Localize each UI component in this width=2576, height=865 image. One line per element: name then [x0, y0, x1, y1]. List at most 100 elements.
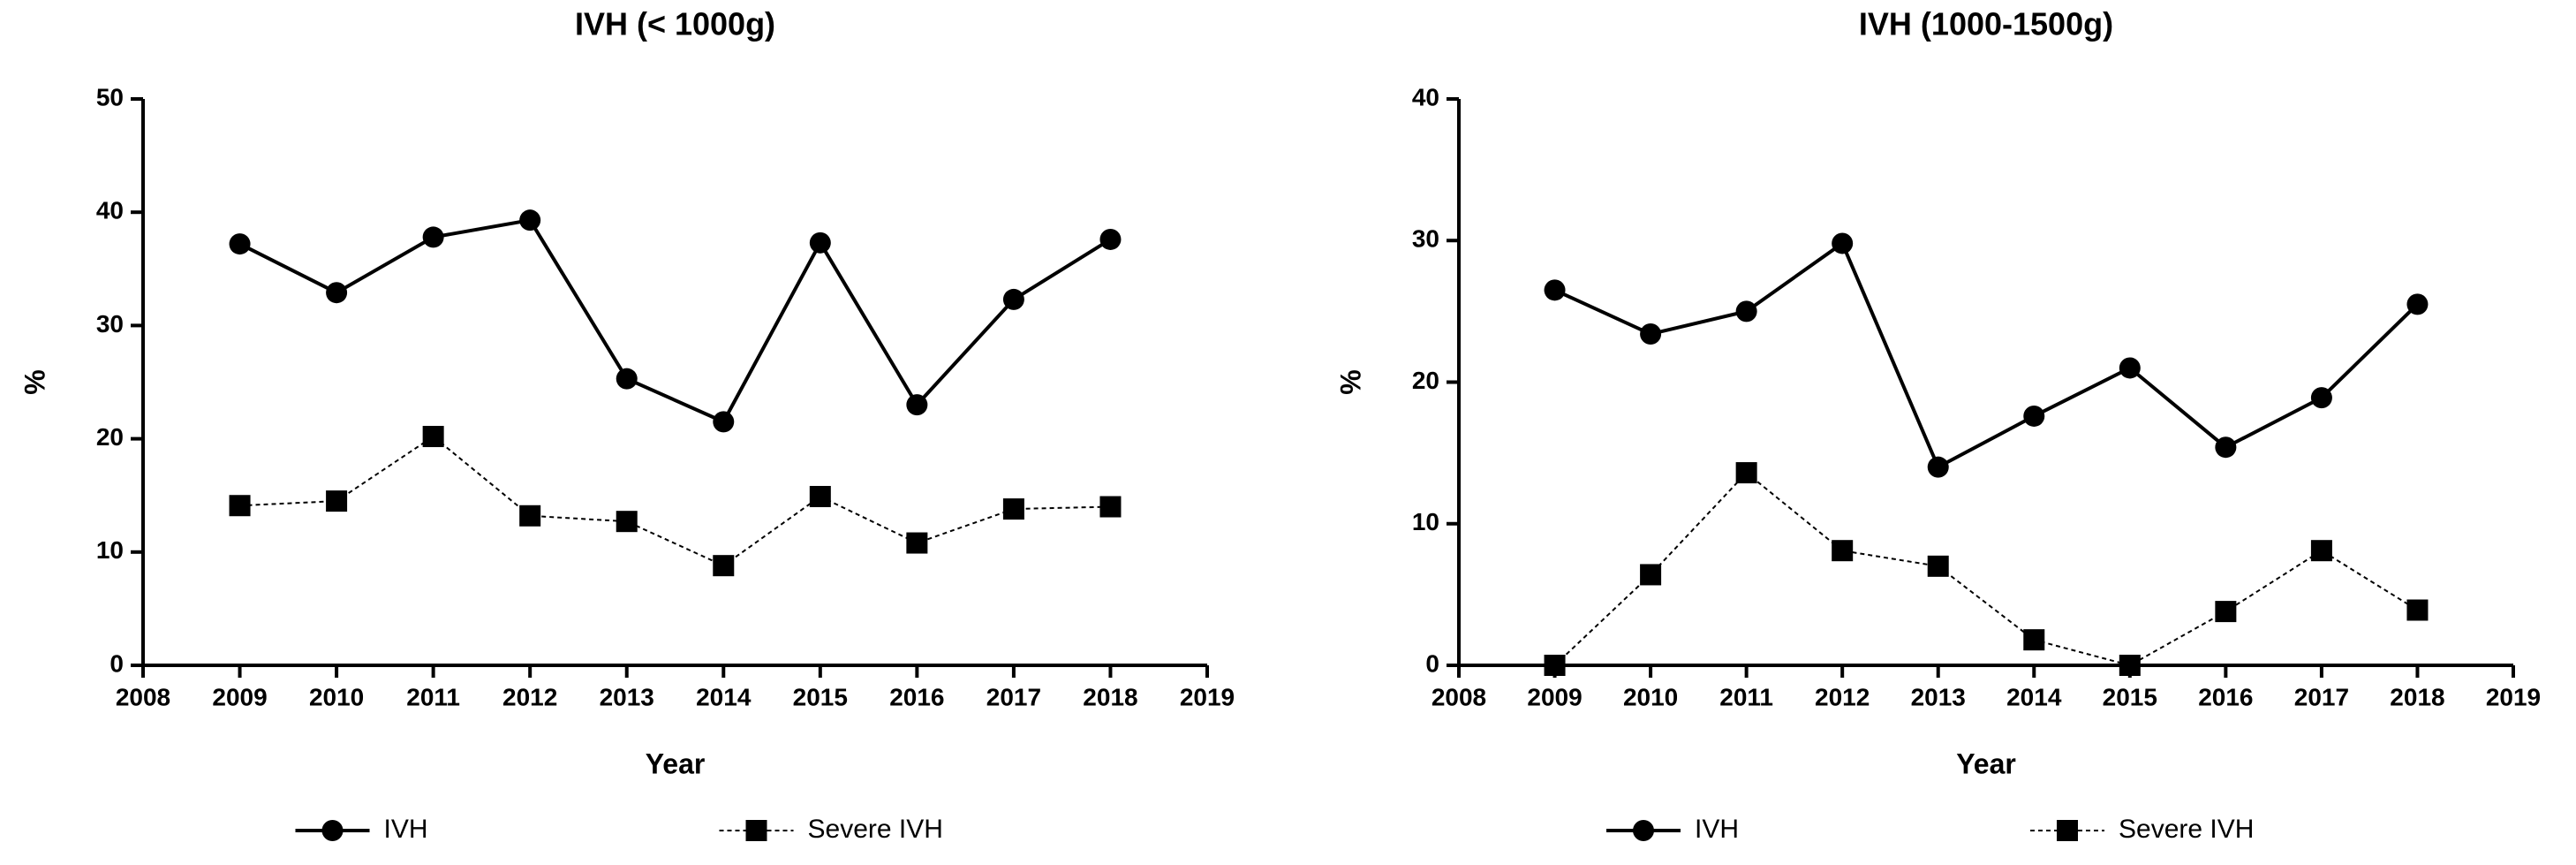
point [422, 226, 444, 248]
x-tick-label: 2017 [986, 683, 1041, 710]
point [2023, 405, 2045, 427]
legend-label: IVH [384, 815, 428, 844]
x-axis-label: Year [1956, 747, 2016, 779]
legend-marker [2057, 820, 2078, 841]
point [1099, 228, 1122, 250]
point [2119, 357, 2141, 379]
point [2406, 599, 2429, 621]
y-tick-label: 10 [1412, 508, 1439, 535]
x-tick-label: 2019 [2486, 683, 2541, 710]
point [809, 485, 831, 507]
series-line [238, 217, 1112, 424]
x-tick-label: 2014 [2006, 683, 2062, 710]
point [713, 555, 735, 577]
point [2406, 293, 2429, 315]
y-tick-label: 40 [96, 197, 124, 224]
point [1002, 288, 1024, 310]
legend-label: IVH [1695, 815, 1739, 844]
legend-item: IVH [1606, 815, 1739, 844]
x-tick-label: 2008 [1432, 683, 1486, 710]
point [616, 511, 638, 533]
y-tick-label: 10 [96, 536, 124, 564]
point [2023, 629, 2045, 651]
x-tick-label: 2015 [793, 683, 848, 710]
legend-item: Severe IVH [719, 815, 943, 844]
point [1735, 300, 1757, 322]
chart: IVH (< 1000g) Year% 0 10 20 30 40 50 2008 2009 201… [19, 6, 1235, 844]
y-tick-label: 0 [110, 649, 124, 677]
y-tick-label: 50 [96, 83, 124, 110]
x-tick-label: 2016 [2198, 683, 2253, 710]
chart: IVH (1000-1500g) Year% 0 10 20 30 40 2008 2009 20… [1334, 6, 2541, 844]
series-line [1553, 240, 2419, 470]
point [1927, 456, 1949, 478]
point [1544, 655, 1566, 676]
point [2215, 436, 2237, 459]
x-tick-label: 2016 [889, 683, 944, 710]
y-tick-label: 30 [1412, 225, 1439, 253]
x-tick-label: 2010 [309, 683, 364, 710]
point [229, 495, 251, 517]
point [2310, 540, 2332, 562]
x-tick-label: 2018 [1083, 683, 1137, 710]
y-axis-label: % [19, 369, 50, 394]
x-tick-label: 2009 [212, 683, 267, 710]
point [616, 368, 638, 390]
point [906, 532, 928, 554]
y-tick-label: 20 [96, 423, 124, 451]
point [1927, 555, 1949, 577]
point [1640, 564, 1662, 586]
point [229, 233, 251, 255]
y-axis-label: % [1334, 369, 1366, 394]
point [1735, 462, 1757, 484]
x-tick-label: 2013 [600, 683, 654, 710]
point [519, 209, 541, 231]
x-tick-label: 2011 [406, 683, 460, 710]
y-tick-label: 0 [1425, 649, 1439, 677]
point [906, 394, 928, 416]
legend-marker [321, 820, 344, 841]
point [1099, 496, 1122, 518]
legend-item: Severe IVH [2030, 815, 2254, 844]
chart-title: IVH (< 1000g) [575, 6, 775, 42]
point [2119, 655, 2141, 676]
y-tick-label: 30 [96, 310, 124, 338]
x-tick-label: 2013 [1911, 683, 1966, 710]
series-line [239, 435, 1111, 567]
x-tick-label: 2017 [2294, 683, 2349, 710]
legend-marker [1633, 820, 1654, 841]
legend-item: IVH [295, 815, 428, 844]
x-axis-label: Year [646, 747, 706, 779]
point [326, 282, 348, 304]
x-tick-label: 2011 [1719, 683, 1773, 710]
legend-label: Severe IVH [808, 815, 943, 844]
point [2310, 387, 2332, 409]
x-tick-label: 2019 [1180, 683, 1235, 710]
chart-title: IVH (1000-1500g) [1859, 6, 2113, 42]
point [1832, 540, 1854, 562]
y-tick-label: 40 [1412, 83, 1439, 110]
x-tick-label: 2015 [2103, 683, 2157, 710]
point [1544, 279, 1566, 301]
series-line [1553, 471, 2418, 667]
point [1640, 323, 1662, 345]
x-tick-label: 2010 [1623, 683, 1678, 710]
y-tick-label: 20 [1412, 367, 1439, 394]
x-tick-label: 2009 [1527, 683, 1582, 710]
point [1832, 232, 1854, 254]
x-tick-label: 2014 [696, 683, 752, 710]
x-tick-label: 2018 [2390, 683, 2444, 710]
point [422, 426, 444, 448]
x-tick-label: 2012 [1815, 683, 1870, 710]
x-tick-label: 2012 [502, 683, 557, 710]
point [1002, 498, 1024, 520]
legend-label: Severe IVH [2119, 815, 2254, 844]
legend-marker [745, 820, 767, 841]
point [713, 411, 735, 433]
point [519, 505, 541, 527]
point [809, 231, 831, 254]
x-tick-label: 2008 [116, 683, 170, 710]
point [326, 490, 348, 512]
point [2215, 601, 2237, 623]
